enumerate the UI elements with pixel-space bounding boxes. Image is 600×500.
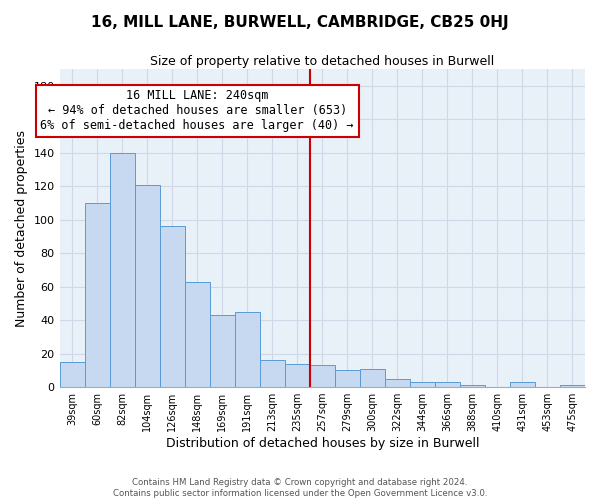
Bar: [410, 382, 435, 387]
X-axis label: Distribution of detached houses by size in Burwell: Distribution of detached houses by size …: [166, 437, 479, 450]
Bar: [560, 386, 585, 387]
Bar: [185, 282, 209, 387]
Bar: [285, 364, 310, 387]
Bar: [209, 315, 235, 387]
Bar: [310, 366, 335, 387]
Bar: [235, 312, 260, 387]
Bar: [335, 370, 360, 387]
Text: Contains HM Land Registry data © Crown copyright and database right 2024.
Contai: Contains HM Land Registry data © Crown c…: [113, 478, 487, 498]
Bar: [385, 378, 410, 387]
Bar: [59, 362, 85, 387]
Bar: [134, 184, 160, 387]
Bar: [360, 368, 385, 387]
Y-axis label: Number of detached properties: Number of detached properties: [15, 130, 28, 326]
Bar: [260, 360, 285, 387]
Text: 16, MILL LANE, BURWELL, CAMBRIDGE, CB25 0HJ: 16, MILL LANE, BURWELL, CAMBRIDGE, CB25 …: [91, 15, 509, 30]
Bar: [435, 382, 460, 387]
Bar: [160, 226, 185, 387]
Bar: [510, 382, 535, 387]
Title: Size of property relative to detached houses in Burwell: Size of property relative to detached ho…: [150, 55, 494, 68]
Text: 16 MILL LANE: 240sqm
← 94% of detached houses are smaller (653)
6% of semi-detac: 16 MILL LANE: 240sqm ← 94% of detached h…: [40, 89, 354, 132]
Bar: [110, 153, 134, 387]
Bar: [85, 203, 110, 387]
Bar: [460, 386, 485, 387]
